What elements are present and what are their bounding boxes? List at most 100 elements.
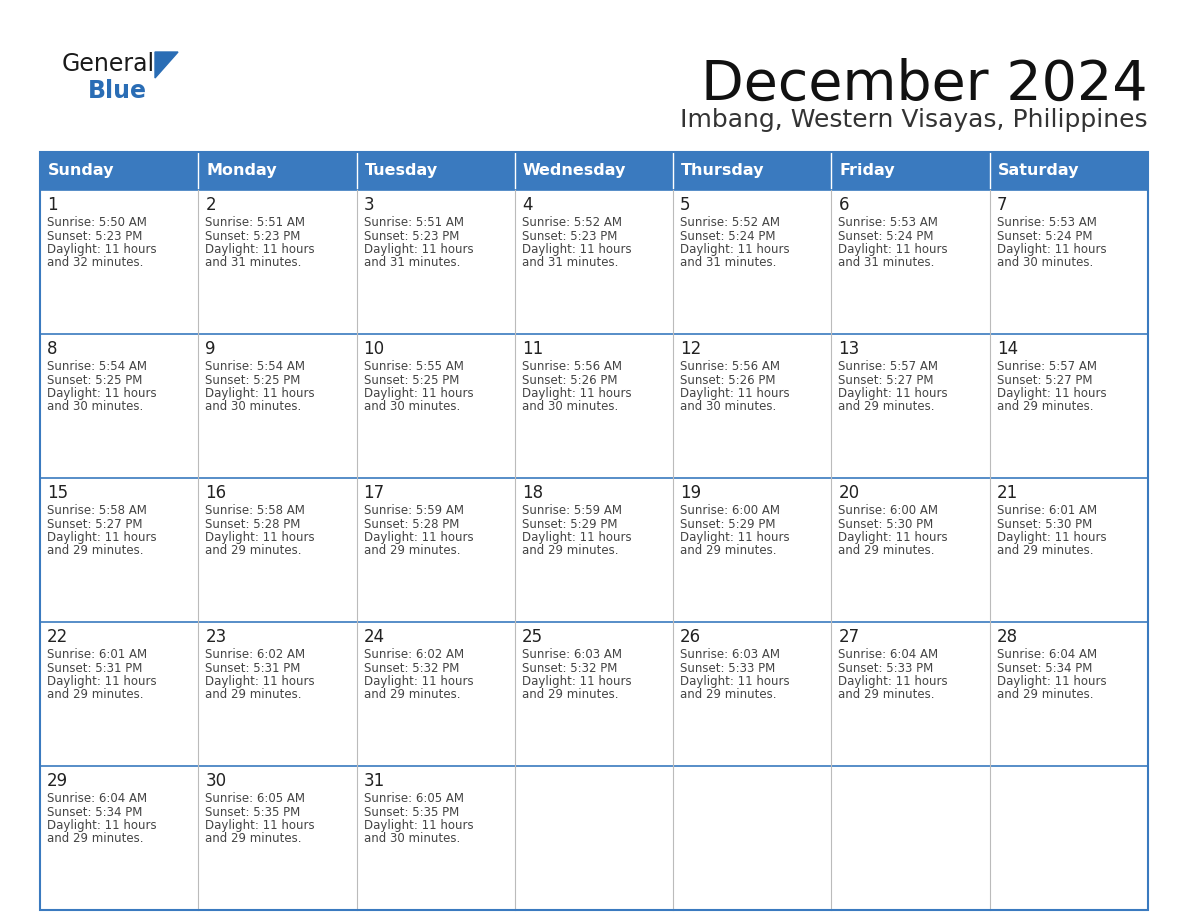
Text: Sunset: 5:32 PM: Sunset: 5:32 PM: [364, 662, 459, 675]
Text: 23: 23: [206, 628, 227, 646]
Bar: [40, 622, 198, 766]
Text: Sunset: 5:25 PM: Sunset: 5:25 PM: [364, 374, 459, 386]
Bar: [40, 152, 198, 190]
Text: 1: 1: [48, 196, 58, 214]
Bar: [198, 190, 356, 334]
Text: Daylight: 11 hours: Daylight: 11 hours: [364, 387, 473, 400]
Text: Sunset: 5:24 PM: Sunset: 5:24 PM: [681, 230, 776, 242]
Text: Thursday: Thursday: [681, 163, 765, 178]
Text: Sunrise: 5:53 AM: Sunrise: 5:53 AM: [997, 216, 1097, 229]
Text: Sunrise: 5:53 AM: Sunrise: 5:53 AM: [839, 216, 939, 229]
Text: Imbang, Western Visayas, Philippines: Imbang, Western Visayas, Philippines: [681, 108, 1148, 132]
Bar: [514, 152, 674, 190]
Text: Daylight: 11 hours: Daylight: 11 hours: [681, 675, 790, 688]
Text: Daylight: 11 hours: Daylight: 11 hours: [522, 531, 632, 544]
Bar: [832, 334, 990, 478]
Text: Daylight: 11 hours: Daylight: 11 hours: [839, 531, 948, 544]
Text: Monday: Monday: [207, 163, 277, 178]
Text: Sunrise: 5:50 AM: Sunrise: 5:50 AM: [48, 216, 147, 229]
Bar: [514, 766, 674, 910]
Text: Sunset: 5:23 PM: Sunset: 5:23 PM: [522, 230, 618, 242]
Text: Sunrise: 6:02 AM: Sunrise: 6:02 AM: [206, 648, 305, 661]
Text: Sunset: 5:25 PM: Sunset: 5:25 PM: [206, 374, 301, 386]
Text: 18: 18: [522, 484, 543, 502]
Bar: [990, 478, 1148, 622]
Text: Sunset: 5:34 PM: Sunset: 5:34 PM: [997, 662, 1092, 675]
Text: December 2024: December 2024: [701, 58, 1148, 112]
Text: Daylight: 11 hours: Daylight: 11 hours: [206, 243, 315, 256]
Text: 25: 25: [522, 628, 543, 646]
Text: Sunday: Sunday: [48, 163, 114, 178]
Text: Daylight: 11 hours: Daylight: 11 hours: [997, 243, 1106, 256]
Text: and 30 minutes.: and 30 minutes.: [681, 400, 777, 413]
Text: and 31 minutes.: and 31 minutes.: [206, 256, 302, 270]
Text: Sunset: 5:25 PM: Sunset: 5:25 PM: [48, 374, 143, 386]
Text: Daylight: 11 hours: Daylight: 11 hours: [364, 819, 473, 832]
Text: Sunset: 5:33 PM: Sunset: 5:33 PM: [839, 662, 934, 675]
Bar: [514, 334, 674, 478]
Text: Sunset: 5:29 PM: Sunset: 5:29 PM: [522, 518, 618, 531]
Text: Friday: Friday: [840, 163, 895, 178]
Bar: [40, 478, 198, 622]
Text: Sunset: 5:32 PM: Sunset: 5:32 PM: [522, 662, 618, 675]
Text: 8: 8: [48, 340, 57, 358]
Text: Daylight: 11 hours: Daylight: 11 hours: [681, 531, 790, 544]
Text: and 29 minutes.: and 29 minutes.: [206, 833, 302, 845]
Text: 19: 19: [681, 484, 701, 502]
Text: Sunrise: 6:05 AM: Sunrise: 6:05 AM: [206, 792, 305, 805]
Text: Sunset: 5:35 PM: Sunset: 5:35 PM: [206, 805, 301, 819]
Text: General: General: [62, 52, 156, 76]
Text: Sunset: 5:30 PM: Sunset: 5:30 PM: [839, 518, 934, 531]
Text: and 29 minutes.: and 29 minutes.: [522, 544, 619, 557]
Text: 2: 2: [206, 196, 216, 214]
Text: Sunrise: 5:51 AM: Sunrise: 5:51 AM: [206, 216, 305, 229]
Text: and 29 minutes.: and 29 minutes.: [839, 688, 935, 701]
Bar: [198, 622, 356, 766]
Bar: [990, 190, 1148, 334]
Text: Sunrise: 5:54 AM: Sunrise: 5:54 AM: [206, 360, 305, 373]
Text: Sunset: 5:31 PM: Sunset: 5:31 PM: [48, 662, 143, 675]
Text: Sunrise: 6:01 AM: Sunrise: 6:01 AM: [997, 504, 1097, 517]
Text: 30: 30: [206, 772, 227, 790]
Bar: [356, 478, 514, 622]
Bar: [356, 622, 514, 766]
Text: Daylight: 11 hours: Daylight: 11 hours: [48, 531, 157, 544]
Bar: [356, 190, 514, 334]
Text: Daylight: 11 hours: Daylight: 11 hours: [206, 819, 315, 832]
Text: 4: 4: [522, 196, 532, 214]
Text: Sunrise: 6:02 AM: Sunrise: 6:02 AM: [364, 648, 463, 661]
Text: Sunset: 5:35 PM: Sunset: 5:35 PM: [364, 805, 459, 819]
Text: Daylight: 11 hours: Daylight: 11 hours: [997, 387, 1106, 400]
Text: Sunrise: 5:52 AM: Sunrise: 5:52 AM: [522, 216, 621, 229]
Bar: [674, 478, 832, 622]
Text: Sunset: 5:27 PM: Sunset: 5:27 PM: [997, 374, 1092, 386]
Text: and 31 minutes.: and 31 minutes.: [364, 256, 460, 270]
Bar: [674, 766, 832, 910]
Text: 3: 3: [364, 196, 374, 214]
Bar: [832, 152, 990, 190]
Bar: [198, 766, 356, 910]
Text: Daylight: 11 hours: Daylight: 11 hours: [48, 243, 157, 256]
Bar: [514, 478, 674, 622]
Text: Daylight: 11 hours: Daylight: 11 hours: [839, 387, 948, 400]
Text: 28: 28: [997, 628, 1018, 646]
Text: 29: 29: [48, 772, 68, 790]
Text: Sunset: 5:30 PM: Sunset: 5:30 PM: [997, 518, 1092, 531]
Text: 7: 7: [997, 196, 1007, 214]
Text: 12: 12: [681, 340, 701, 358]
Text: Sunrise: 5:56 AM: Sunrise: 5:56 AM: [522, 360, 621, 373]
Bar: [356, 766, 514, 910]
Text: and 30 minutes.: and 30 minutes.: [997, 256, 1093, 270]
Text: Sunset: 5:23 PM: Sunset: 5:23 PM: [48, 230, 143, 242]
Text: and 29 minutes.: and 29 minutes.: [681, 544, 777, 557]
Text: Sunrise: 6:00 AM: Sunrise: 6:00 AM: [839, 504, 939, 517]
Text: and 29 minutes.: and 29 minutes.: [997, 544, 1093, 557]
Bar: [40, 190, 198, 334]
Text: and 29 minutes.: and 29 minutes.: [206, 688, 302, 701]
Bar: [356, 152, 514, 190]
Text: 26: 26: [681, 628, 701, 646]
Text: Sunset: 5:23 PM: Sunset: 5:23 PM: [364, 230, 459, 242]
Text: Sunrise: 6:04 AM: Sunrise: 6:04 AM: [997, 648, 1097, 661]
Text: Sunrise: 5:54 AM: Sunrise: 5:54 AM: [48, 360, 147, 373]
Text: Sunrise: 5:57 AM: Sunrise: 5:57 AM: [997, 360, 1097, 373]
